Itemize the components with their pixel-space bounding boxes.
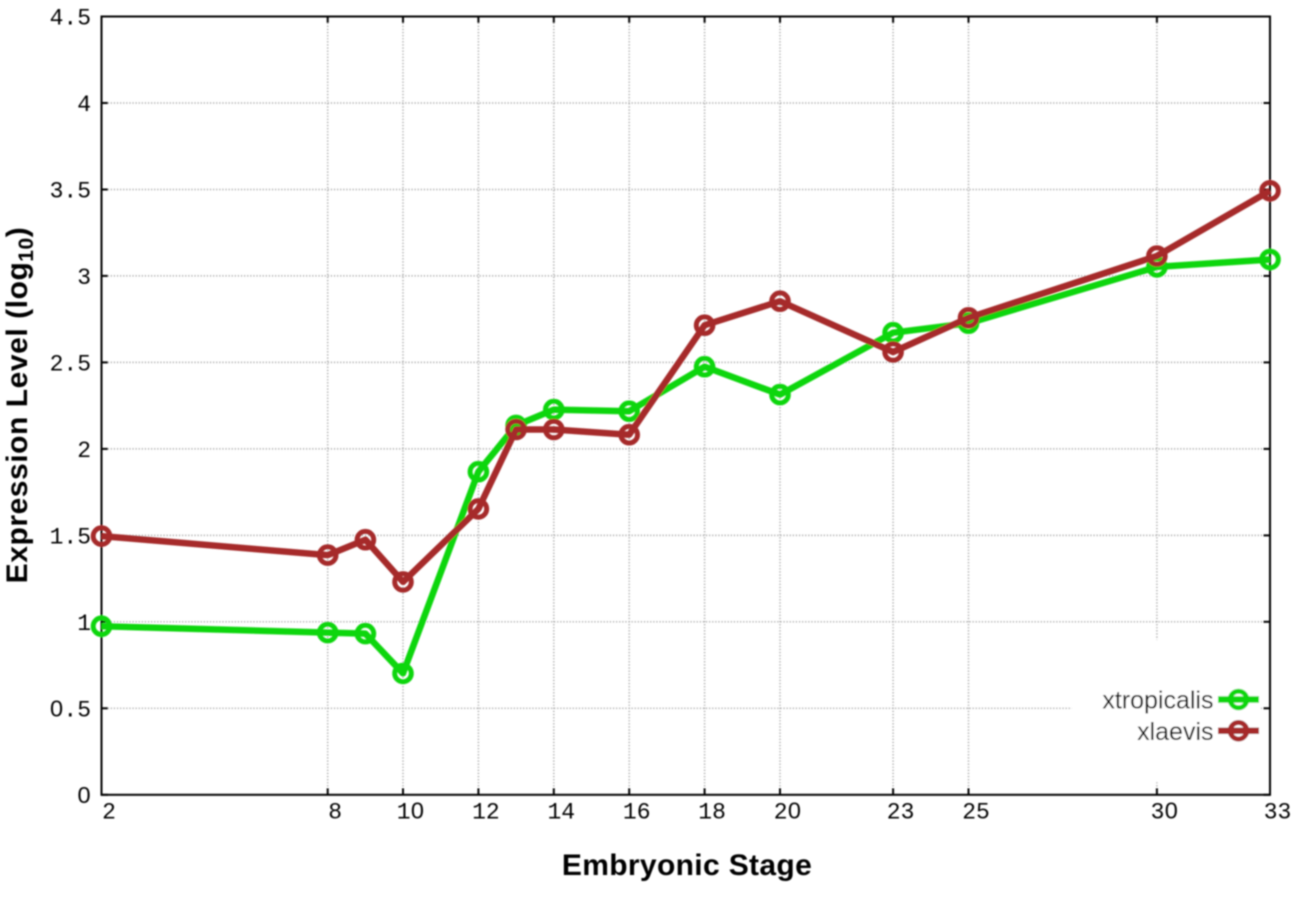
svg-text:2: 2 <box>50 351 64 377</box>
svg-text:5: 5 <box>77 6 91 32</box>
svg-text:1: 1 <box>77 611 91 637</box>
svg-text:8: 8 <box>712 799 726 825</box>
svg-text:.: . <box>63 6 77 32</box>
svg-text:0: 0 <box>78 782 91 808</box>
svg-text:1: 1 <box>547 799 561 825</box>
svg-text:3: 3 <box>77 265 91 291</box>
svg-text:0: 0 <box>411 797 424 823</box>
svg-text:2: 2 <box>962 799 976 825</box>
svg-text:5: 5 <box>976 799 990 825</box>
svg-text:xlaevis: xlaevis <box>1137 718 1213 746</box>
svg-text:.: . <box>63 524 77 550</box>
svg-text:5: 5 <box>77 697 91 723</box>
svg-text:.: . <box>63 351 77 377</box>
svg-text:1: 1 <box>698 799 712 825</box>
svg-text:3: 3 <box>50 179 64 205</box>
svg-text:0: 0 <box>50 695 63 721</box>
svg-text:0: 0 <box>788 797 801 823</box>
svg-text:2: 2 <box>77 438 91 464</box>
svg-text:2: 2 <box>887 799 901 825</box>
svg-text:Expression Level (log10): Expression Level (log10) <box>1 227 38 584</box>
svg-text:3: 3 <box>901 799 915 825</box>
svg-text:2: 2 <box>102 799 116 825</box>
svg-text:6: 6 <box>637 799 651 825</box>
svg-text:5: 5 <box>77 179 91 205</box>
svg-text:4: 4 <box>77 92 91 118</box>
svg-text:1: 1 <box>397 799 411 825</box>
svg-text:1: 1 <box>623 799 637 825</box>
svg-text:.: . <box>63 179 77 205</box>
svg-text:3: 3 <box>1264 799 1278 825</box>
svg-text:3: 3 <box>1277 799 1291 825</box>
svg-text:.: . <box>63 697 77 723</box>
svg-text:1: 1 <box>472 799 486 825</box>
svg-text:4: 4 <box>561 799 575 825</box>
svg-text:Embryonic Stage: Embryonic Stage <box>562 849 812 882</box>
svg-text:5: 5 <box>77 351 91 377</box>
svg-text:2: 2 <box>486 799 500 825</box>
svg-text:8: 8 <box>328 799 342 825</box>
svg-text:3: 3 <box>1151 799 1165 825</box>
svg-text:0: 0 <box>1165 797 1178 823</box>
svg-text:2: 2 <box>774 799 788 825</box>
svg-text:4: 4 <box>50 6 64 32</box>
svg-text:5: 5 <box>77 524 91 550</box>
svg-text:1: 1 <box>50 524 64 550</box>
svg-text:xtropicalis: xtropicalis <box>1102 687 1213 715</box>
